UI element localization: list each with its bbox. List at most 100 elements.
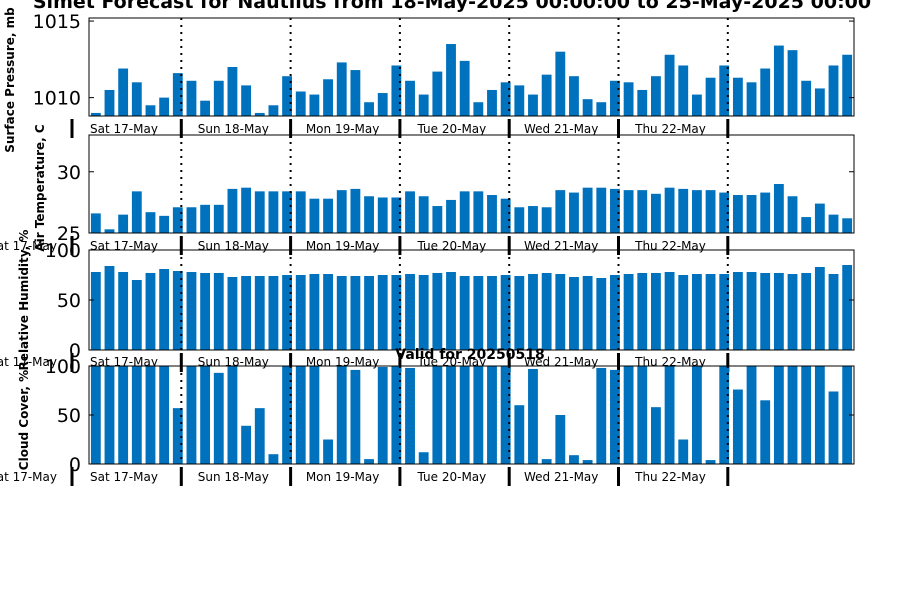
- bar: [623, 366, 634, 464]
- bar: [241, 425, 252, 464]
- bar: [705, 190, 716, 234]
- bar: [623, 190, 634, 234]
- bar: [131, 191, 142, 233]
- bar: [569, 192, 579, 233]
- bar: [227, 277, 238, 350]
- bar: [241, 85, 252, 116]
- y-tick-label: 1015: [33, 11, 81, 33]
- bar: [514, 276, 525, 350]
- bar: [582, 460, 593, 464]
- bar: [118, 214, 129, 234]
- bar: [610, 369, 620, 464]
- bar: [787, 366, 798, 464]
- bar: [637, 273, 648, 350]
- chart-title: Simet Forecast for Nautilus from 18-May-…: [33, 0, 871, 13]
- bar: [104, 89, 115, 116]
- bar: [732, 77, 743, 116]
- bar: [746, 272, 757, 350]
- day-label: Tue 20-May: [417, 239, 487, 253]
- bar: [514, 207, 525, 233]
- bar: [446, 366, 456, 464]
- bar: [746, 195, 757, 233]
- bar: [104, 266, 115, 350]
- bar: [828, 65, 839, 116]
- y-tick-label: 1010: [33, 88, 81, 110]
- bar: [172, 408, 183, 464]
- bar: [268, 105, 279, 116]
- bar: [309, 274, 320, 350]
- bar: [610, 188, 620, 233]
- y-tick-label: 100: [45, 240, 81, 262]
- bar: [213, 273, 224, 350]
- bar: [473, 102, 484, 116]
- bar: [705, 274, 716, 350]
- bar: [555, 415, 566, 464]
- day-label-edge: Sat 17-May: [0, 239, 57, 253]
- bar: [487, 366, 497, 464]
- bar: [705, 77, 716, 116]
- bar: [760, 192, 771, 233]
- bar: [172, 73, 183, 116]
- bar: [377, 93, 388, 116]
- bar: [145, 212, 156, 233]
- bar: [555, 274, 566, 350]
- bar: [309, 198, 320, 233]
- bar: [323, 274, 333, 350]
- bar: [651, 193, 661, 233]
- bar: [664, 187, 675, 233]
- bar: [159, 366, 170, 464]
- bar: [541, 207, 552, 233]
- y-tick-label: 30: [57, 162, 81, 184]
- bar: [405, 191, 415, 233]
- bar: [432, 206, 443, 233]
- bar: [446, 199, 456, 233]
- bar: [664, 54, 675, 116]
- bar: [364, 196, 374, 233]
- bar: [828, 391, 839, 464]
- day-label: Sat 17-May: [90, 122, 158, 136]
- bar: [760, 68, 771, 116]
- bar: [732, 195, 743, 233]
- bar: [364, 276, 374, 350]
- bar: [309, 366, 320, 464]
- bar: [746, 366, 757, 464]
- bar: [391, 65, 402, 116]
- bar: [323, 79, 333, 116]
- bar: [623, 82, 634, 116]
- bar: [842, 54, 853, 116]
- bar: [145, 366, 156, 464]
- bar: [186, 207, 197, 233]
- bar: [473, 276, 484, 350]
- bar: [227, 366, 238, 464]
- y-axis-label: Cloud Cover, %: [17, 370, 31, 470]
- bar: [295, 91, 306, 116]
- bar: [596, 278, 607, 350]
- bar: [405, 367, 415, 464]
- bar: [391, 197, 402, 233]
- bar: [391, 366, 402, 464]
- bar: [254, 276, 265, 350]
- bar: [691, 274, 702, 350]
- day-label: Wed 21-May: [524, 470, 598, 484]
- bar: [418, 275, 429, 350]
- bar: [459, 276, 470, 350]
- bar: [282, 76, 292, 116]
- bar: [268, 191, 279, 233]
- chart-panel-1: 1010 1015 Surface Pressure, mb Sat 17-May Su…: [3, 7, 855, 153]
- bar: [241, 276, 252, 350]
- bar: [528, 206, 538, 233]
- day-label: Wed 21-May: [524, 239, 598, 253]
- bar: [842, 265, 853, 350]
- bar: [418, 452, 429, 464]
- bar: [295, 275, 306, 350]
- bar: [227, 188, 238, 233]
- bar: [459, 60, 470, 116]
- bar: [664, 272, 675, 350]
- bar: [200, 204, 211, 233]
- bar: [610, 80, 620, 116]
- bar: [282, 275, 292, 350]
- bar: [350, 70, 361, 116]
- plot-frame: [88, 134, 855, 234]
- bar: [637, 366, 648, 464]
